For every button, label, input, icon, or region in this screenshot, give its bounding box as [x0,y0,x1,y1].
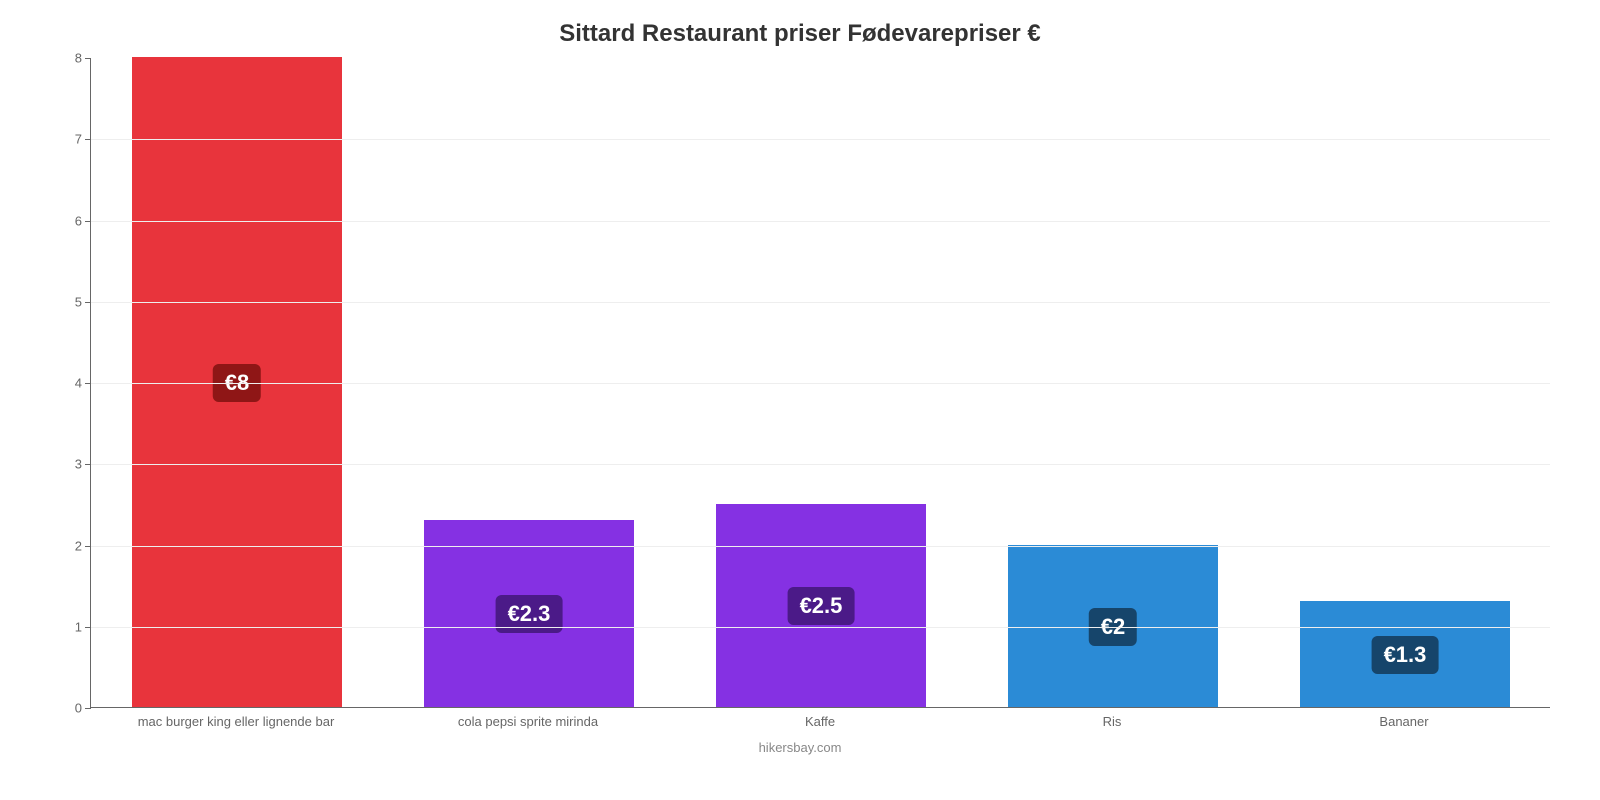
bar-value-badge: €1.3 [1372,636,1439,674]
bar-value-badge: €2.5 [788,587,855,625]
bar: €8 [132,57,342,707]
y-tick-label: 6 [75,213,82,228]
bar: €1.3 [1300,601,1510,707]
y-axis: 012345678 [50,58,90,708]
x-axis-label: Bananer [1379,714,1428,729]
gridline [91,221,1550,222]
gridline [91,546,1550,547]
gridline [91,302,1550,303]
y-tick-label: 2 [75,538,82,553]
y-tick-label: 1 [75,619,82,634]
y-tick-mark [85,58,91,59]
y-tick-label: 0 [75,701,82,716]
x-axis-label: mac burger king eller lignende bar [138,714,335,729]
y-tick-label: 3 [75,457,82,472]
grid-area: €8 €2.3 €2.5 €2 €1.3 [90,58,1550,708]
price-bar-chart: Sittard Restaurant priser Fødevarepriser… [0,0,1600,800]
bar: €2.3 [424,520,634,707]
gridline [91,383,1550,384]
y-tick-mark [85,627,91,628]
x-axis-labels: mac burger king eller lignende bar cola p… [90,708,1550,738]
bar: €2 [1008,545,1218,708]
y-tick-mark [85,302,91,303]
y-tick-label: 4 [75,376,82,391]
chart-credit: hikersbay.com [0,740,1600,755]
y-tick-mark [85,546,91,547]
gridline [91,139,1550,140]
y-tick-mark [85,139,91,140]
chart-title: Sittard Restaurant priser Fødevarepriser… [30,20,1570,48]
x-axis-label: Kaffe [805,714,835,729]
bar: €2.5 [716,504,926,707]
y-tick-mark [85,383,91,384]
x-axis-label: Ris [1103,714,1122,729]
gridline [91,464,1550,465]
y-tick-mark [85,221,91,222]
y-tick-label: 7 [75,132,82,147]
plot-area: 012345678 €8€2.3€2.5€2€1.3 mac burger ki… [50,58,1550,708]
x-axis-label: cola pepsi sprite mirinda [458,714,598,729]
gridline [91,627,1550,628]
y-tick-label: 8 [75,51,82,66]
y-tick-label: 5 [75,294,82,309]
y-tick-mark [85,464,91,465]
